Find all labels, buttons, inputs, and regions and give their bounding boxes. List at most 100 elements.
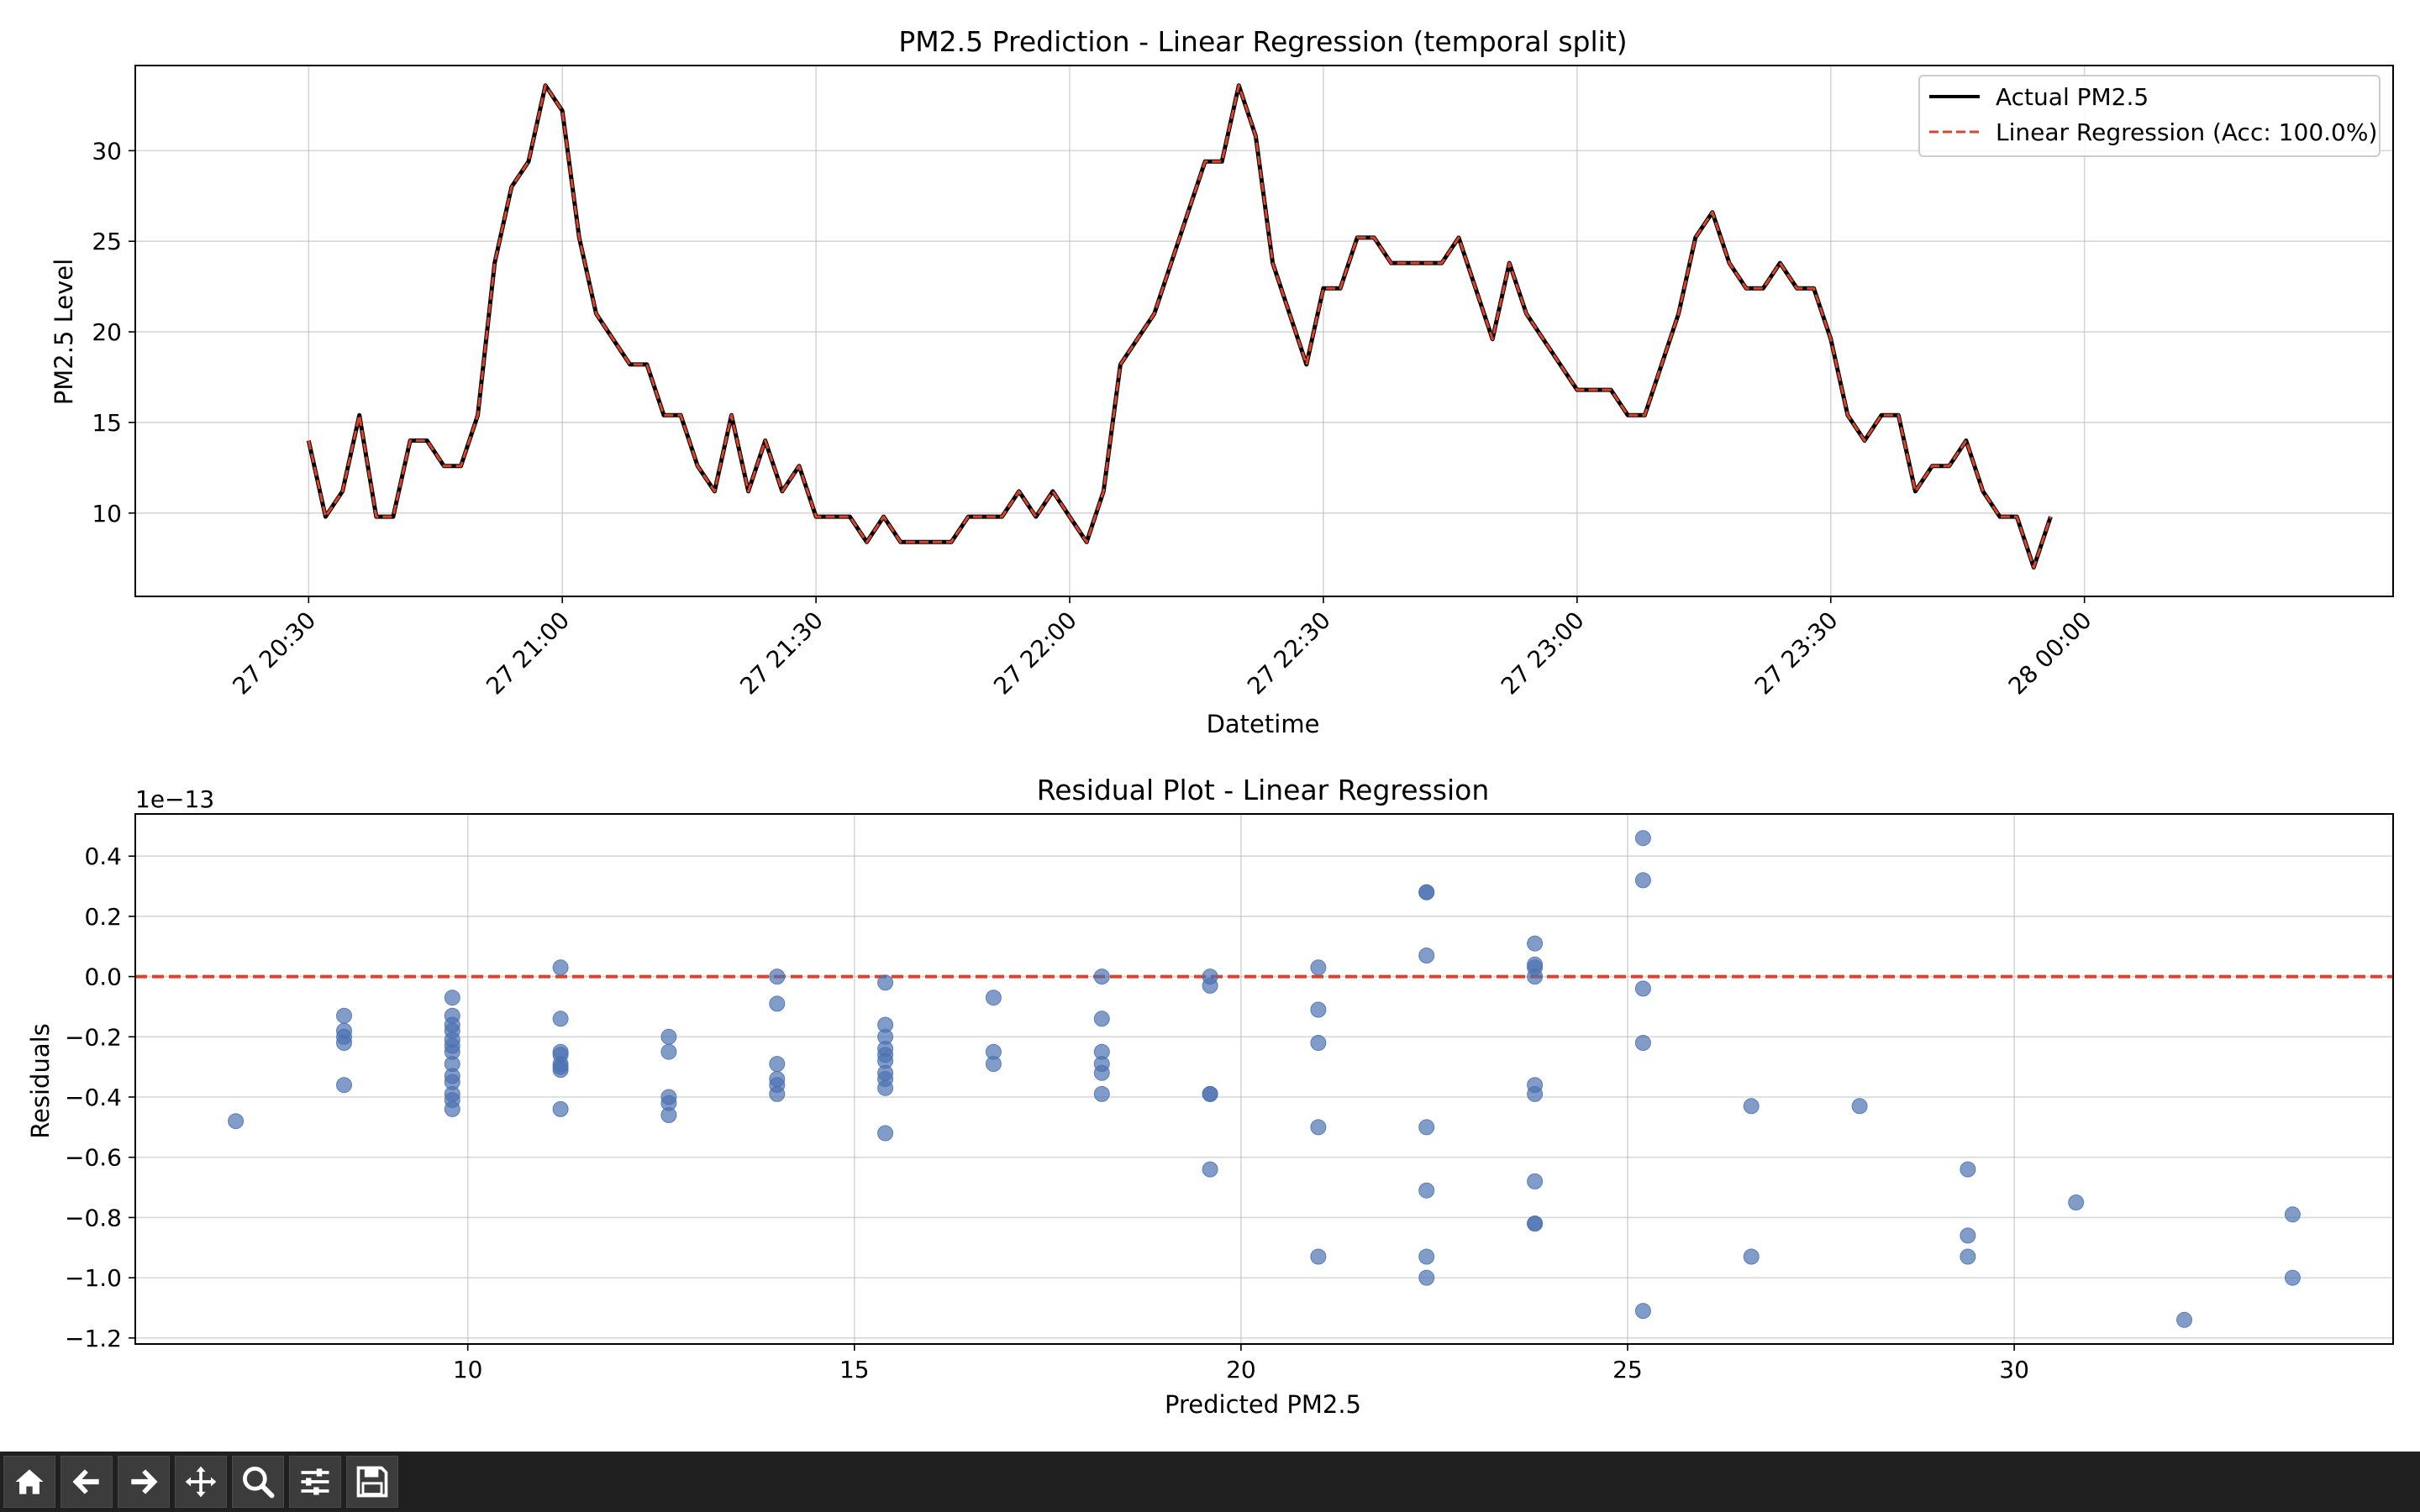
residual-point — [1418, 1269, 1435, 1286]
chart2-offset-label: 1e−13 — [135, 785, 214, 813]
chart1-legend: Actual PM2.5 Linear Regression (Acc: 100… — [1918, 75, 2381, 157]
residual-point — [985, 1056, 1002, 1073]
residual-point — [228, 1113, 245, 1130]
home-icon — [15, 1469, 44, 1494]
residual-point — [1527, 935, 1544, 952]
residual-point — [552, 1062, 569, 1079]
residual-point — [1093, 1064, 1110, 1081]
residual-point — [552, 959, 569, 976]
chart1-x-tick-label: 28 00:00 — [2003, 606, 2097, 701]
residual-point — [1634, 1035, 1651, 1051]
chart2-ylabel: Residuals — [26, 1023, 55, 1139]
residual-point — [769, 1085, 786, 1102]
legend-label-prediction: Linear Regression (Acc: 100.0%) — [1996, 118, 2377, 146]
chart2-x-tick-label: 15 — [839, 1356, 870, 1383]
chart2-y-tick-label: 0.0 — [84, 963, 122, 991]
chart2-x-tick-label: 30 — [1999, 1356, 2029, 1383]
residual-point — [1527, 1173, 1544, 1189]
chart1-x-tick-label: 27 20:30 — [227, 606, 321, 701]
residual-point — [985, 990, 1002, 1006]
chart1-x-ticks: 27 20:30 27 21:00 27 21:30 27 22:00 27 22:30… — [227, 596, 2097, 701]
chart1-series — [306, 83, 2053, 570]
residual-point — [1634, 830, 1651, 847]
chart1-x-tick-label: 27 23:00 — [1496, 606, 1590, 701]
residual-point — [2284, 1269, 2301, 1286]
chart2-y-tick-label: −1.0 — [65, 1264, 122, 1292]
line-chart: PM2.5 Prediction - Linear Regression (te… — [50, 25, 2394, 738]
residual-point — [2284, 1206, 2301, 1223]
chart1-x-tick-label: 27 23:30 — [1749, 606, 1844, 701]
residual-point — [1202, 1161, 1218, 1178]
zoom-icon — [243, 1467, 275, 1499]
chart1-y-tick-label: 15 — [92, 409, 122, 437]
chart1-y-ticks: 10 15 20 25 30 — [92, 137, 135, 528]
residual-point — [1418, 1119, 1435, 1136]
forward-button[interactable] — [118, 1456, 170, 1508]
residual-point — [1310, 1001, 1327, 1018]
residual-point — [1310, 959, 1327, 976]
chart2-y-tick-label: −0.8 — [65, 1204, 122, 1231]
residual-point — [552, 1011, 569, 1027]
residual-point — [1202, 977, 1218, 994]
chart1-title: PM2.5 Prediction - Linear Regression (te… — [898, 25, 1627, 58]
residual-point — [1743, 1248, 1760, 1265]
residual-point — [1093, 1085, 1110, 1102]
residual-point — [877, 1079, 894, 1096]
series-line-prediction — [307, 84, 2052, 569]
residual-point — [769, 1056, 786, 1073]
residual-point — [1310, 1035, 1327, 1051]
configure-subplots-icon — [301, 1468, 329, 1495]
residual-point — [660, 1107, 677, 1123]
pan-icon — [185, 1466, 217, 1498]
residual-point — [444, 1100, 460, 1117]
residual-point — [2068, 1194, 2085, 1210]
chart1-x-tick-label: 27 22:30 — [1242, 606, 1336, 701]
chart1-x-tick-label: 27 22:00 — [988, 606, 1082, 701]
residual-point — [1527, 1215, 1544, 1232]
residual-point — [1093, 969, 1110, 985]
chart1-ylabel: PM2.5 Level — [50, 259, 78, 405]
residual-point — [1418, 1182, 1435, 1199]
residual-point — [336, 1007, 352, 1024]
residual-point — [1527, 969, 1544, 985]
legend-label-actual: Actual PM2.5 — [1996, 83, 2149, 111]
residual-point — [1634, 980, 1651, 997]
residual-point — [769, 995, 786, 1012]
residual-point — [1851, 1098, 1868, 1115]
chart2-y-tick-label: 0.4 — [84, 843, 122, 870]
navigation-toolbar — [0, 1452, 2420, 1512]
chart2-y-tick-label: −0.4 — [65, 1084, 122, 1111]
residual-point — [660, 1028, 677, 1045]
forward-arrow-icon — [131, 1469, 158, 1494]
residual-point — [769, 969, 786, 985]
chart2-y-ticks: 0.4 0.2 0.0 −0.2 −0.4 −0.6 −0.8 −1.0 −1.2 — [65, 843, 135, 1352]
back-arrow-icon — [72, 1469, 99, 1494]
residual-point — [1418, 1248, 1435, 1265]
residual-point — [444, 990, 460, 1006]
residual-point — [1634, 1303, 1651, 1320]
chart2-x-tick-label: 10 — [453, 1356, 483, 1383]
figure: PM2.5 Prediction - Linear Regression (te… — [26, 25, 2394, 1419]
residual-scatter-chart: Residual Plot - Linear Regression 10 15 20… — [26, 774, 2394, 1419]
chart1-y-tick-label: 30 — [92, 137, 122, 165]
chart2-x-tick-label: 20 — [1226, 1356, 1256, 1383]
series-line-actual — [306, 83, 2053, 570]
chart2-x-ticks: 10 15 20 25 30 — [453, 1344, 2029, 1383]
home-button[interactable] — [3, 1456, 55, 1508]
chart2-y-tick-label: −0.6 — [65, 1144, 122, 1172]
residual-point — [1310, 1248, 1327, 1265]
chart1-y-tick-label: 10 — [92, 500, 122, 528]
configure-subplots-button[interactable] — [289, 1456, 341, 1508]
chart2-title: Residual Plot - Linear Regression — [1037, 774, 1490, 806]
chart1-y-tick-label: 25 — [92, 228, 122, 255]
chart1-xlabel: Datetime — [1207, 710, 1320, 738]
chart2-points — [228, 830, 2301, 1328]
back-button[interactable] — [60, 1456, 113, 1508]
residual-point — [877, 974, 894, 991]
chart2-xlabel: Predicted PM2.5 — [1165, 1390, 1361, 1419]
zoom-button[interactable] — [232, 1456, 284, 1508]
pan-button[interactable] — [175, 1456, 227, 1508]
residual-point — [877, 1125, 894, 1142]
save-button[interactable] — [346, 1456, 398, 1508]
chart1-x-tick-label: 27 21:00 — [481, 606, 575, 701]
